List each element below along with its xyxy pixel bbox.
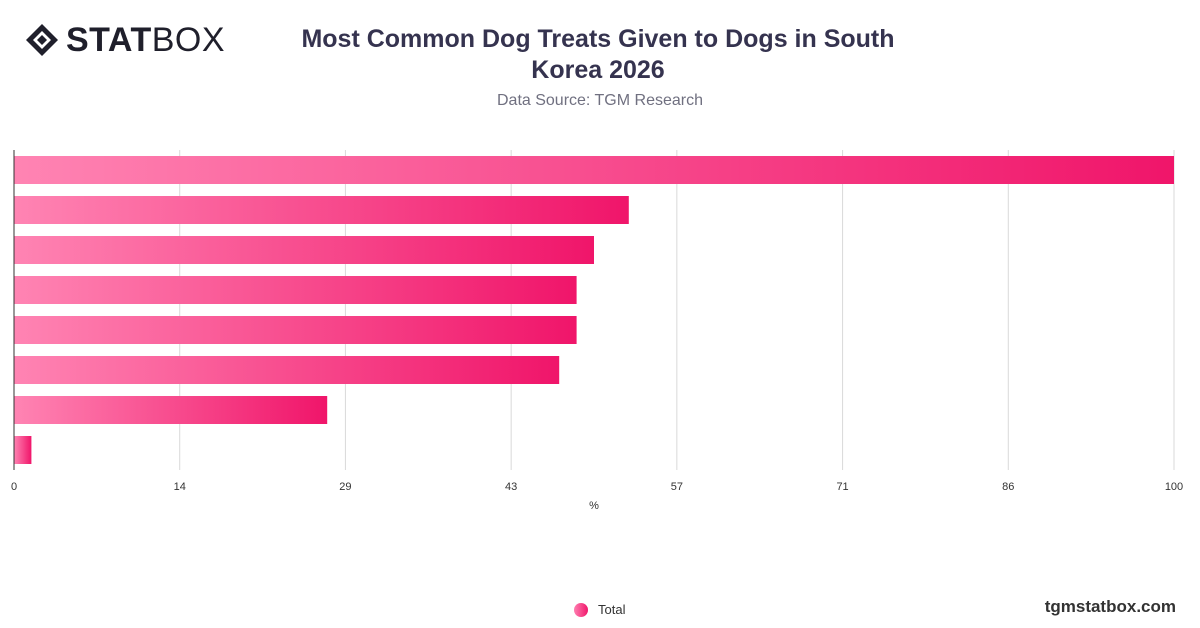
x-axis: 0 14 29 43 57 71 86 100%: [11, 150, 1183, 512]
logo-wordmark-light: BOX: [151, 21, 226, 59]
x-axis-label: %: [589, 500, 599, 512]
logo-wordmark-bold: STAT: [66, 21, 152, 59]
bar: [14, 436, 32, 464]
x-tick-label: 43: [505, 481, 517, 493]
statbox-logo: STATBOX: [24, 22, 225, 58]
bar: [14, 236, 594, 264]
bar: [14, 196, 629, 224]
bar-series: [14, 156, 1174, 464]
chart-title: Most Common Dog Treats Given to Dogs in …: [301, 25, 895, 84]
legend-marker: [574, 602, 588, 617]
bar: [14, 276, 577, 304]
bar: [14, 396, 328, 424]
bar: [14, 156, 1174, 184]
chart-subtitle: Data Source: TGM Research: [496, 92, 703, 109]
statbox-logo-icon: [26, 24, 58, 56]
x-tick-label: 57: [671, 481, 683, 493]
legend[interactable]: Total: [574, 602, 625, 617]
logo-wordmark: STATBOX: [66, 22, 225, 58]
grid-lines: [179, 150, 1175, 470]
x-tick-label: 100: [1165, 481, 1183, 493]
bar: [14, 316, 577, 344]
x-tick-label: 86: [1002, 481, 1014, 493]
x-tick-label: 14: [174, 481, 186, 493]
legend-label: Total: [598, 602, 626, 617]
x-tick-label: 29: [339, 481, 351, 493]
bar: [14, 356, 560, 384]
x-tick-label: 0: [11, 481, 17, 493]
site-url[interactable]: tgmstatbox.com: [1044, 597, 1176, 616]
x-tick-label: 71: [836, 481, 848, 493]
